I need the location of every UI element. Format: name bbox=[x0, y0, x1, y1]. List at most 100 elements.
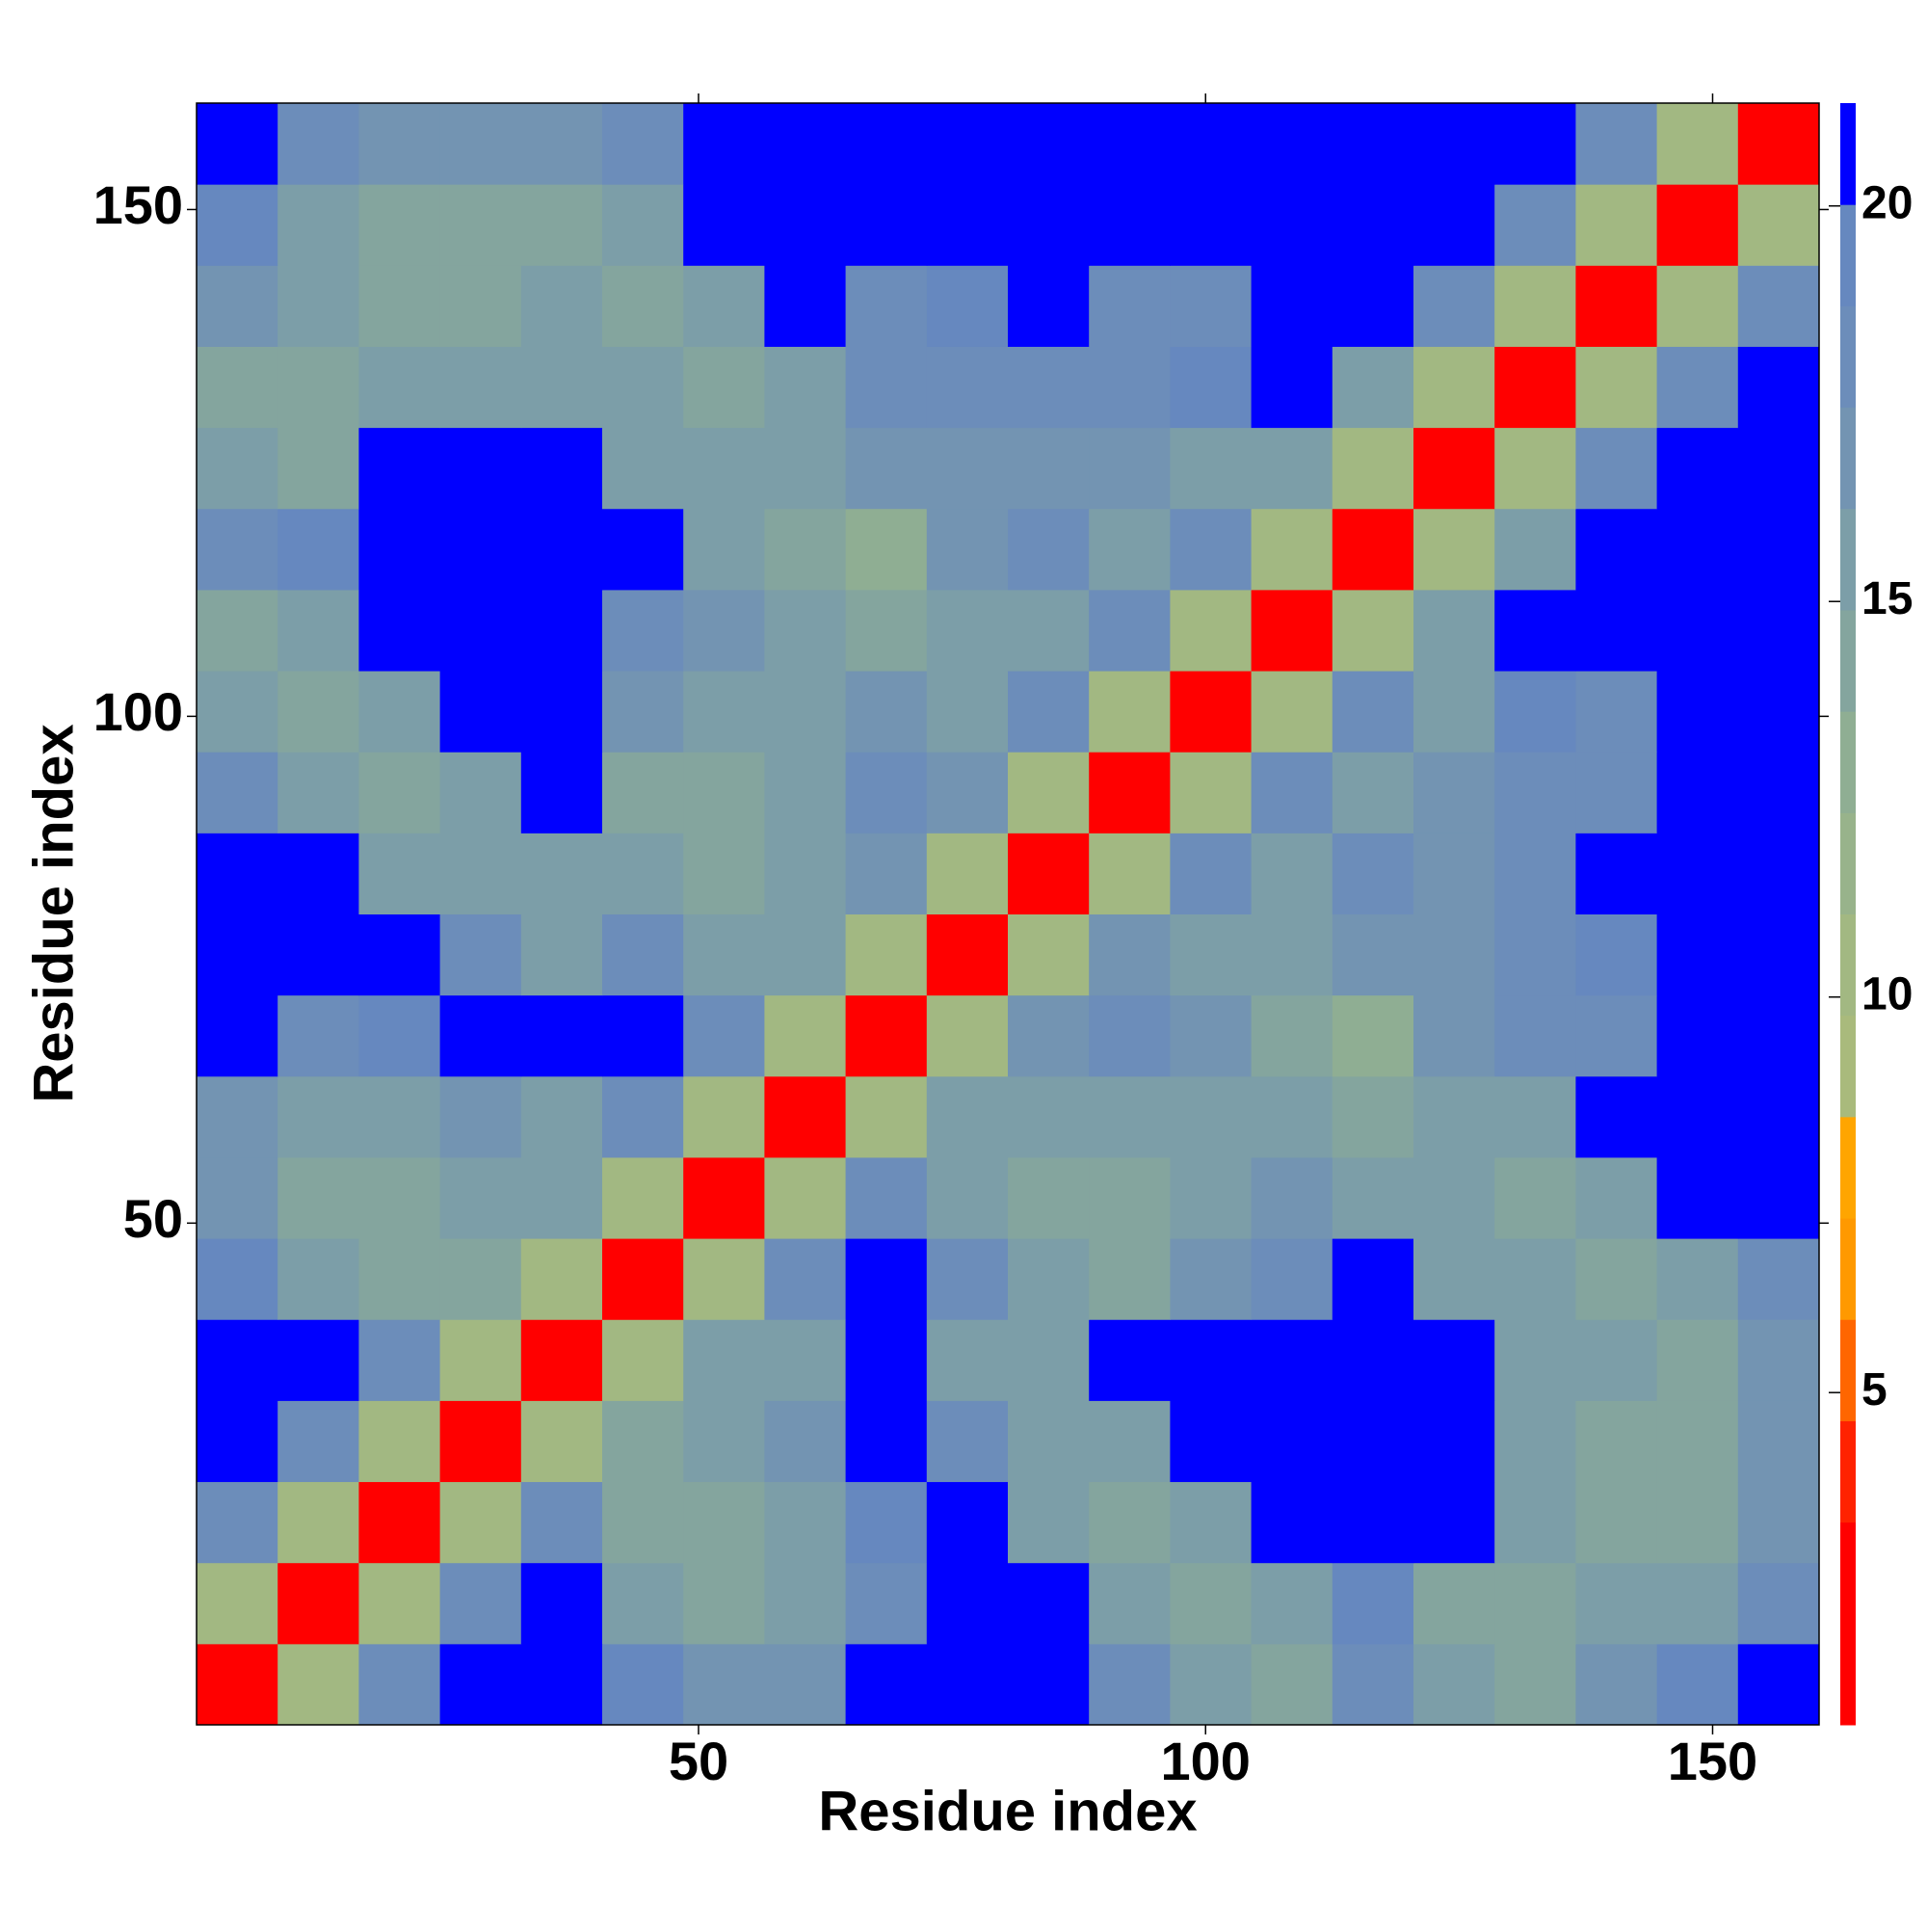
heatmap-cell bbox=[358, 427, 441, 510]
heatmap-cell bbox=[1008, 1400, 1090, 1483]
heatmap-cell bbox=[1332, 1481, 1414, 1564]
heatmap-cell bbox=[197, 1400, 278, 1483]
heatmap-cell bbox=[520, 752, 603, 834]
heatmap-cell bbox=[845, 1075, 928, 1158]
heatmap-cell bbox=[1737, 913, 1820, 996]
heatmap-cell bbox=[358, 265, 441, 347]
heatmap-cell bbox=[602, 994, 684, 1077]
heatmap-cell bbox=[764, 833, 847, 914]
heatmap-cell bbox=[845, 346, 928, 429]
heatmap-cell bbox=[197, 833, 278, 914]
heatmap-cell bbox=[1575, 913, 1658, 996]
heatmap-cell bbox=[1089, 589, 1171, 672]
heatmap-cell bbox=[845, 103, 928, 185]
heatmap-cell bbox=[1332, 1643, 1414, 1726]
heatmap-cell bbox=[1494, 508, 1576, 591]
heatmap-cell bbox=[358, 1643, 441, 1726]
heatmap-cell bbox=[1089, 1400, 1171, 1483]
heatmap-cell bbox=[1737, 1238, 1820, 1320]
heatmap-cell bbox=[197, 427, 278, 510]
heatmap-cell bbox=[1575, 1238, 1658, 1320]
heatmap-cell bbox=[520, 1319, 603, 1401]
heatmap-cell bbox=[520, 1238, 603, 1320]
heatmap-cell bbox=[845, 1562, 928, 1645]
heatmap-cell bbox=[1332, 184, 1414, 266]
heatmap-cell bbox=[520, 994, 603, 1077]
heatmap-cell bbox=[926, 103, 1009, 185]
heatmap-cell bbox=[1575, 833, 1658, 914]
heatmap-cell bbox=[845, 671, 928, 753]
heatmap-cell bbox=[197, 184, 278, 266]
heatmap-cell bbox=[520, 508, 603, 591]
heatmap-cell bbox=[1332, 833, 1414, 914]
plot-frame bbox=[196, 102, 1820, 1726]
colorbar-tick-label: 5 bbox=[1861, 1364, 1887, 1416]
heatmap-cell bbox=[764, 1481, 847, 1564]
heatmap-cell bbox=[1494, 1562, 1576, 1645]
colorbar-band bbox=[1840, 1420, 1856, 1523]
heatmap-cell bbox=[1089, 103, 1171, 185]
heatmap-cell bbox=[1008, 589, 1090, 672]
heatmap-cell bbox=[845, 1319, 928, 1401]
heatmap-cell bbox=[1008, 1156, 1090, 1239]
heatmap-cell bbox=[439, 427, 522, 510]
heatmap-cell bbox=[1332, 913, 1414, 996]
colorbar-band bbox=[1840, 1015, 1856, 1118]
heatmap-cell bbox=[1413, 671, 1495, 753]
x-axis-title: Residue index bbox=[818, 1780, 1197, 1842]
heatmap-cell bbox=[602, 346, 684, 429]
heatmap-cell bbox=[1575, 1075, 1658, 1158]
heatmap-cell bbox=[764, 427, 847, 510]
heatmap-cell bbox=[1656, 184, 1739, 266]
heatmap-cell bbox=[764, 1238, 847, 1320]
heatmap-cell bbox=[926, 346, 1009, 429]
heatmap-cell bbox=[683, 994, 765, 1077]
heatmap-cell bbox=[1494, 833, 1576, 914]
heatmap-cell bbox=[277, 1075, 359, 1158]
heatmap-cell bbox=[1656, 1400, 1739, 1483]
heatmap-cell bbox=[358, 671, 441, 753]
y-axis-title: Residue index bbox=[22, 724, 85, 1102]
heatmap-cell bbox=[1737, 1562, 1820, 1645]
heatmap-cell bbox=[277, 1643, 359, 1726]
heatmap-cell bbox=[1575, 752, 1658, 834]
heatmap-cell bbox=[358, 346, 441, 429]
heatmap-cell bbox=[358, 508, 441, 591]
heatmap-cell bbox=[764, 994, 847, 1077]
heatmap-cell bbox=[1494, 994, 1576, 1077]
heatmap-cell bbox=[1332, 1400, 1414, 1483]
heatmap-cell bbox=[197, 589, 278, 672]
heatmap-cell bbox=[1413, 1075, 1495, 1158]
heatmap-cell bbox=[1089, 913, 1171, 996]
colorbar-band bbox=[1840, 103, 1856, 205]
heatmap-cell bbox=[602, 1319, 684, 1401]
heatmap-cell bbox=[1413, 589, 1495, 672]
heatmap-cell bbox=[683, 1400, 765, 1483]
heatmap-cell bbox=[1494, 265, 1576, 347]
heatmap-cell bbox=[1170, 184, 1253, 266]
heatmap-cell bbox=[277, 1481, 359, 1564]
heatmap-cell bbox=[1008, 184, 1090, 266]
heatmap-cell bbox=[764, 184, 847, 266]
colorbar-band bbox=[1840, 1218, 1856, 1320]
heatmap-cell bbox=[1575, 1400, 1658, 1483]
heatmap-cell bbox=[1494, 346, 1576, 429]
heatmap-cell bbox=[1089, 427, 1171, 510]
heatmap-cell bbox=[926, 671, 1009, 753]
heatmap-cell bbox=[520, 1643, 603, 1726]
heatmap-cell bbox=[358, 1400, 441, 1483]
heatmap-cell bbox=[439, 913, 522, 996]
heatmap-cell bbox=[439, 1319, 522, 1401]
heatmap-cell bbox=[1251, 1075, 1333, 1158]
heatmap-cell bbox=[602, 103, 684, 185]
heatmap-cell bbox=[845, 1238, 928, 1320]
heatmap-cell bbox=[520, 833, 603, 914]
heatmap-cell bbox=[602, 752, 684, 834]
heatmap-cell bbox=[1170, 1400, 1253, 1483]
heatmap-cell bbox=[1170, 1238, 1253, 1320]
heatmap-cell bbox=[1737, 1643, 1820, 1726]
heatmap-cell bbox=[1656, 1238, 1739, 1320]
heatmap-cell bbox=[277, 427, 359, 510]
heatmap-cell bbox=[439, 1075, 522, 1158]
